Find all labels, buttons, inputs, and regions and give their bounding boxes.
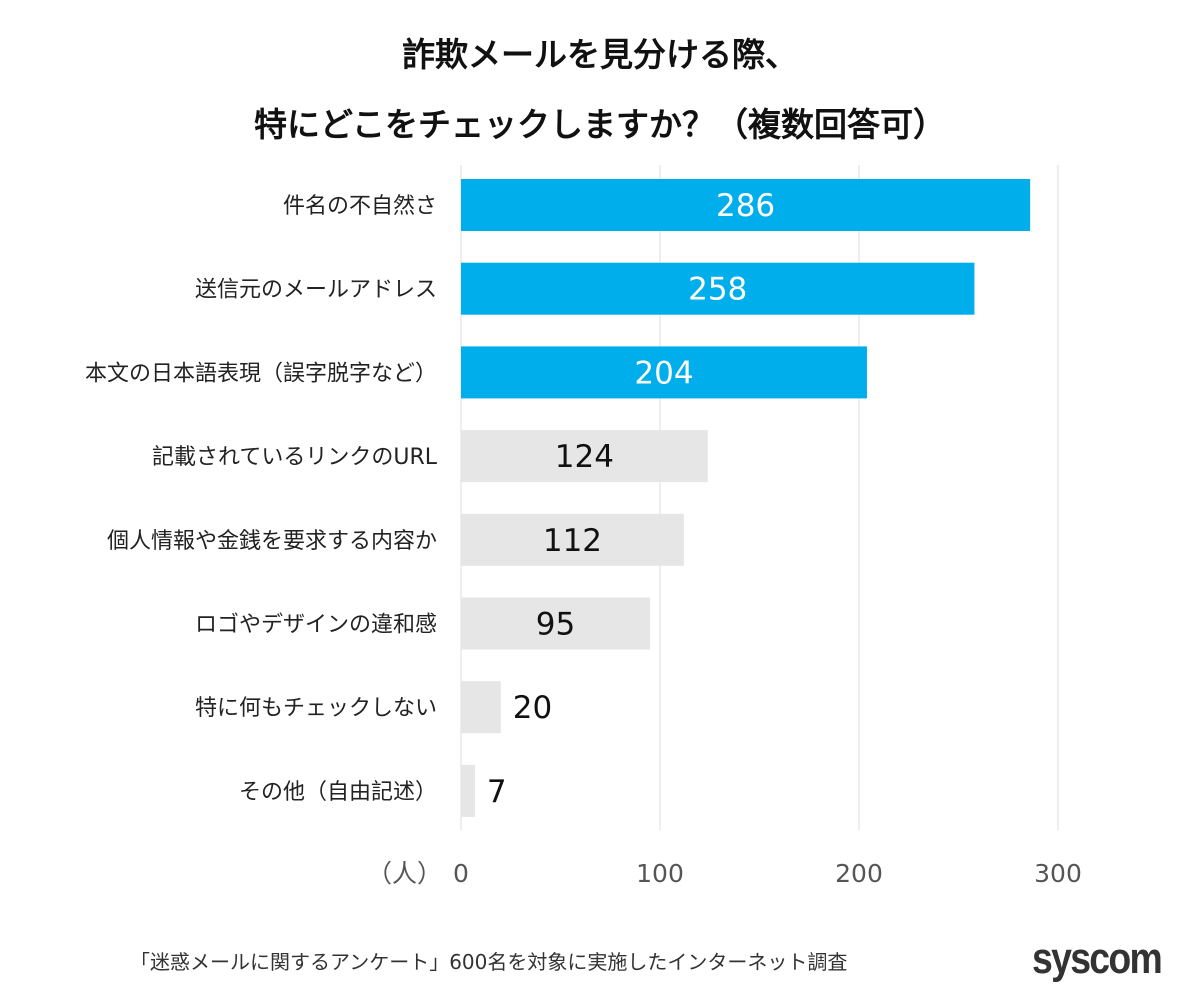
x-tick-label: 0	[453, 859, 469, 888]
bar	[461, 262, 975, 315]
data-label: 20	[513, 690, 552, 726]
bar	[461, 179, 1031, 231]
data-label: 258	[688, 272, 747, 308]
x-axis-unit: （人）	[367, 859, 442, 888]
category-label: 本文の日本語表現（誤字脱字など）	[85, 361, 437, 386]
data-label: 124	[555, 439, 614, 475]
bar-chart: 0 100 200 300 （人） 件名の不自然さ 286 送信元のメールアドレス 258 本文の…	[85, 165, 1082, 888]
bar	[461, 597, 651, 650]
x-tick-label: 200	[835, 859, 883, 888]
data-label: 7	[487, 774, 507, 810]
syscom-logo: syscom	[1032, 934, 1163, 983]
category-label: 件名の不自然さ	[283, 194, 437, 219]
x-tick-label: 100	[636, 859, 684, 888]
x-tick-label: 300	[1034, 859, 1082, 888]
bar	[461, 430, 708, 483]
category-label: 個人情報や金銭を要求する内容か	[107, 529, 437, 554]
chart-title-line-2: 特にどこをチェックしますか？（複数回答可）	[253, 105, 946, 144]
category-label: 記載されているリンクのURL	[152, 445, 438, 470]
bar	[461, 764, 475, 817]
data-label: 204	[634, 355, 693, 391]
category-label: その他（自由記述）	[239, 780, 437, 805]
category-label: 送信元のメールアドレス	[195, 278, 437, 303]
chart-title-line-1: 詐欺メールを見分ける際、	[402, 35, 798, 74]
data-label: 286	[716, 188, 775, 224]
data-label: 112	[543, 523, 602, 559]
source-note: 「迷惑メールに関するアンケート」600名を対象に実施したインターネット調査	[130, 950, 848, 974]
bar	[461, 346, 867, 399]
category-label: 特に何もチェックしない	[195, 696, 437, 721]
bar	[461, 513, 684, 566]
data-label: 95	[536, 607, 575, 643]
category-label: ロゴやデザインの違和感	[195, 613, 437, 638]
bar	[461, 681, 501, 734]
